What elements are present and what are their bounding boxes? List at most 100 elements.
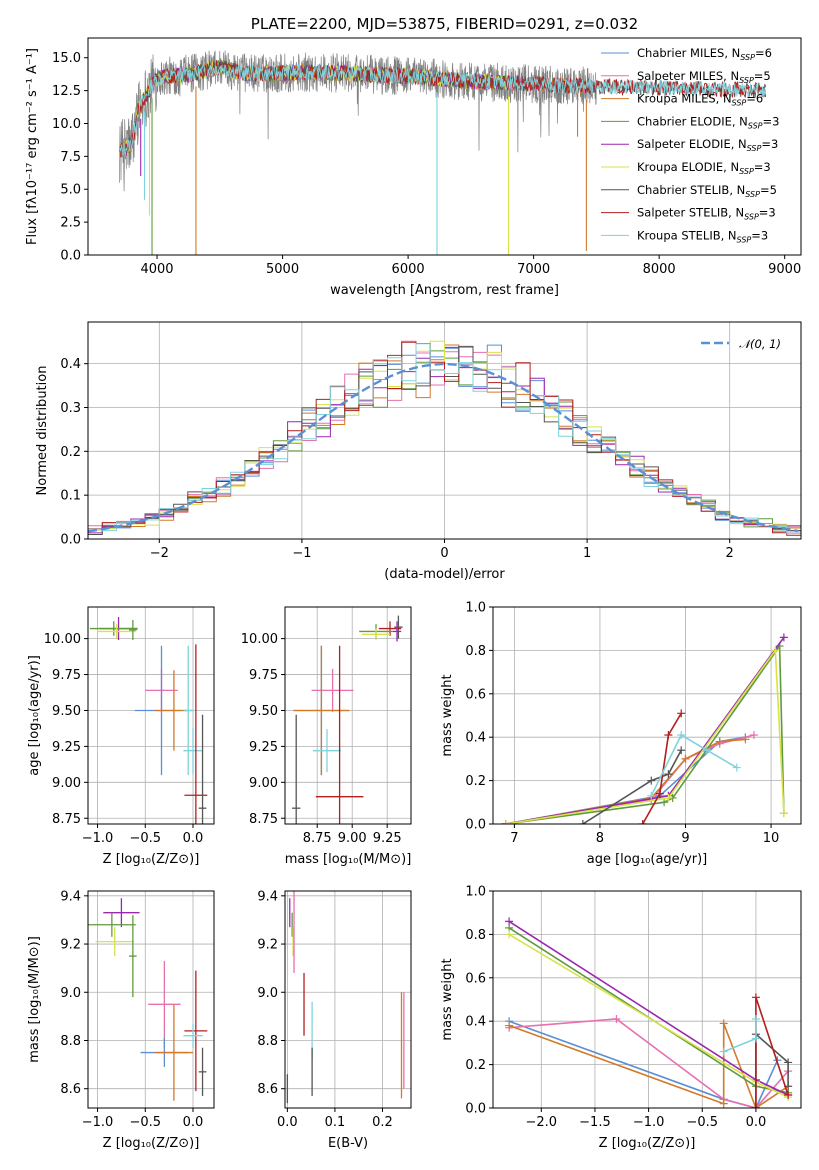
y-tick-label: 8.8 <box>60 1034 81 1049</box>
x-tick-label: 8 <box>596 831 604 846</box>
gaussian-curve <box>88 362 799 533</box>
legend-entry: Kroupa STELIB, NSSP=3 <box>637 228 768 244</box>
x-tick-label: 0.0 <box>746 1115 767 1130</box>
weight-marker <box>751 1015 760 1024</box>
y-axis-label: mass weight <box>440 674 455 756</box>
weight-marker <box>505 930 514 939</box>
y-tick-label: 0.8 <box>465 644 486 659</box>
y-tick-label: 0.2 <box>465 774 486 789</box>
weight-marker <box>638 820 647 824</box>
y-tick-label: 8.6 <box>60 1082 81 1097</box>
x-tick-label: −1.0 <box>82 831 114 846</box>
legend-entry: Salpeter ELODIE, NSSP=3 <box>637 137 778 153</box>
x-tick-label: 0.0 <box>183 1115 204 1130</box>
legend-entry: Chabrier STELIB, NSSP=5 <box>637 183 777 199</box>
y-tick-label: 0.0 <box>465 1102 486 1117</box>
y-tick-label: 10.0 <box>52 117 81 132</box>
weight-marker <box>664 731 673 740</box>
residual-histogram <box>88 340 801 532</box>
weight-series <box>505 734 755 824</box>
x-axis-label: mass [log₁₀(M/M⊙)] <box>285 852 412 867</box>
y-tick-label: 9.4 <box>257 889 278 904</box>
x-tick-label: −1.5 <box>579 1115 611 1130</box>
y-tick-label: 8.75 <box>249 812 278 827</box>
legend-entry: Kroupa ELODIE, NSSP=3 <box>637 160 771 176</box>
weight-marker <box>784 1058 793 1067</box>
panel-weight-vs-age: 7 8 9 10 0.0 0.2 0.4 0.6 0.8 1.0 age [log₁₀(age/yr… <box>440 601 802 867</box>
weight-marker <box>751 1104 760 1108</box>
weight-marker <box>677 709 686 718</box>
weight-marker <box>612 1015 621 1024</box>
y-tick-label: 12.5 <box>52 84 81 99</box>
x-tick-label: 4000 <box>140 262 173 277</box>
weight-marker <box>732 763 741 772</box>
chart-title: PLATE=2200, MJD=53875, FIBERID=0291, z=0… <box>251 15 638 33</box>
x-tick-label: 7000 <box>517 262 550 277</box>
y-tick-label: 0.0 <box>60 533 81 548</box>
y-tick-label: 1.0 <box>465 601 486 616</box>
x-tick-label: 8000 <box>643 262 676 277</box>
x-axis-label: E(B-V) <box>328 1136 368 1151</box>
weight-marker <box>784 1090 793 1099</box>
x-tick-label: 9000 <box>768 262 801 277</box>
y-tick-label: 8.6 <box>257 1082 278 1097</box>
axes-frame <box>87 37 802 256</box>
weight-marker <box>664 770 673 779</box>
legend-entry: Chabrier ELODIE, NSSP=3 <box>637 114 779 130</box>
y-tick-label: 1.0 <box>465 885 486 900</box>
y-tick-label: 9.2 <box>257 938 278 953</box>
x-axis-label: age [log₁₀(age/yr)] <box>587 852 708 867</box>
weight-marker <box>647 776 656 785</box>
weight-marker <box>779 809 788 818</box>
x-tick-label: −1.0 <box>82 1115 114 1130</box>
x-tick-label: 7 <box>510 831 518 846</box>
weight-marker <box>677 746 686 755</box>
y-tick-label: 0.4 <box>465 1015 486 1030</box>
weight-marker <box>715 737 724 746</box>
y-tick-label: 0.0 <box>465 818 486 833</box>
x-tick-label: −0.5 <box>129 831 161 846</box>
y-tick-label: 9.4 <box>60 889 81 904</box>
axes-frame <box>284 606 412 825</box>
weight-marker <box>655 789 664 798</box>
plot-area <box>118 50 767 255</box>
x-tick-label: 9 <box>681 831 689 846</box>
y-tick-label: 0.8 <box>465 928 486 943</box>
x-tick-label: 2 <box>726 546 734 561</box>
weight-marker <box>505 1021 514 1030</box>
y-tick-label: 10.00 <box>44 632 81 647</box>
axes-frame <box>492 890 802 1109</box>
weight-marker <box>501 820 510 824</box>
x-tick-label: −1 <box>292 546 311 561</box>
y-tick-label: 15.0 <box>52 51 81 66</box>
x-axis-label: Z [log₁₀(Z/Z⊙)] <box>103 1136 200 1151</box>
legend-entry: Salpeter STELIB, NSSP=3 <box>637 206 776 222</box>
x-tick-label: 6000 <box>392 262 425 277</box>
weight-marker <box>719 1099 728 1108</box>
weight-marker <box>751 993 760 1002</box>
x-tick-label: 9.25 <box>373 831 402 846</box>
weight-marker <box>578 820 587 824</box>
weight-series <box>650 733 738 797</box>
weight-series <box>505 643 785 824</box>
weight-marker <box>719 1047 728 1056</box>
weight-series <box>642 712 682 824</box>
y-axis-label: mass weight <box>440 958 455 1040</box>
plot-area <box>292 615 403 824</box>
y-tick-label: 0.2 <box>465 1058 486 1073</box>
axes-frame <box>492 606 802 825</box>
model-spectrum <box>118 62 767 161</box>
x-tick-label: −0.5 <box>686 1115 718 1130</box>
weight-marker <box>702 746 711 755</box>
panel-age-vs-Z: −1.0 −0.5 0.0 8.75 9.00 9.25 9.50 9.75 10.00 Z [l… <box>27 606 215 867</box>
x-tick-label: 8.75 <box>303 831 332 846</box>
weight-marker <box>677 731 686 740</box>
y-tick-label: 9.50 <box>52 704 81 719</box>
axes-frame <box>87 606 215 825</box>
residual-histogram <box>88 343 801 534</box>
weight-marker <box>779 633 788 642</box>
y-tick-label: 0.4 <box>465 731 486 746</box>
x-axis-label: Z [log₁₀(Z/Z⊙)] <box>599 1136 696 1151</box>
x-axis-label: wavelength [Angstrom, rest frame] <box>330 283 559 298</box>
